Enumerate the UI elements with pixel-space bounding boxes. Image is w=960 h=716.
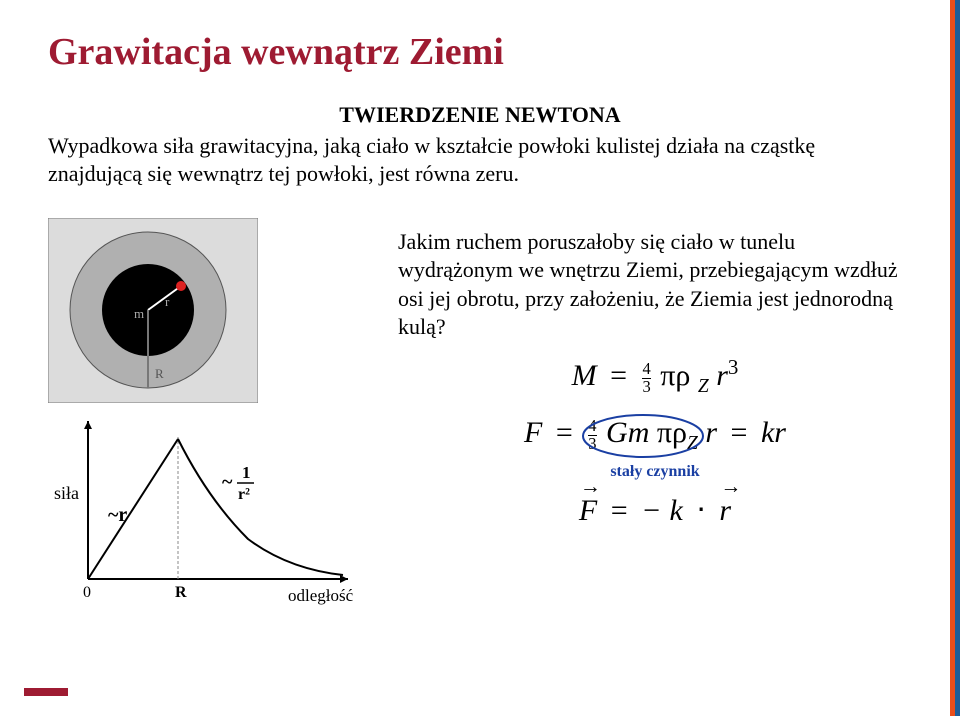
svg-text:r: r [165,294,170,309]
equation-force: F = 43 Gm πρZ r = kr [398,416,912,455]
accent-bar [24,688,68,696]
theorem-body: Wypadkowa siła grawitacyjna, jaką ciało … [48,132,912,188]
question-column: Jakim ruchem poruszałoby się ciało w tun… [368,218,912,609]
slide: Grawitacja wewnątrz Ziemi TWIERDZENIE NE… [0,0,960,716]
page-title: Grawitacja wewnątrz Ziemi [48,30,912,74]
sphere-diagram: m r R [48,218,258,403]
svg-text:0: 0 [83,584,91,601]
eq-sub-Z: Z [698,376,709,397]
formulas-block: M = 43 πρ Z r3 F = 43 Gm πρZ r [398,355,912,528]
equation-vector: F = − k ⋅ r [398,493,912,528]
figures-column: m r R siła odległość 0 R ~r ~ [48,218,368,609]
eq-sym-M: M [572,359,597,392]
svg-text:R: R [155,366,164,381]
eq-pi: π [660,359,675,392]
svg-text:m: m [134,306,144,321]
svg-text:~r: ~r [108,504,127,526]
eq-sup-3: 3 [728,355,739,379]
question-text: Jakim ruchem poruszałoby się ciało w tun… [398,228,912,341]
svg-text:r²: r² [238,486,250,503]
eq-op-eq: = [604,359,633,392]
svg-text:1: 1 [242,463,251,482]
side-stripe [950,0,960,716]
eq-sym-F: F [524,416,542,449]
circled-constant: 43 Gm πρZ [586,416,698,455]
eq-frac: 43 [640,361,652,395]
equation-mass: M = 43 πρ Z r3 [398,355,912,398]
eq-rho: ρ [675,359,690,392]
theorem-heading: TWIERDZENIE NEWTONA [48,102,912,128]
force-graph: siła odległość 0 R ~r ~ 1 r² [48,409,358,609]
svg-text:odległość: odległość [288,586,354,605]
svg-text:R: R [175,584,187,601]
constant-factor-label: stały czynnik [398,463,912,481]
svg-text:~: ~ [222,471,233,493]
eq-r: r [716,359,728,392]
svg-text:siła: siła [54,483,79,503]
stripe-blue [955,0,960,716]
